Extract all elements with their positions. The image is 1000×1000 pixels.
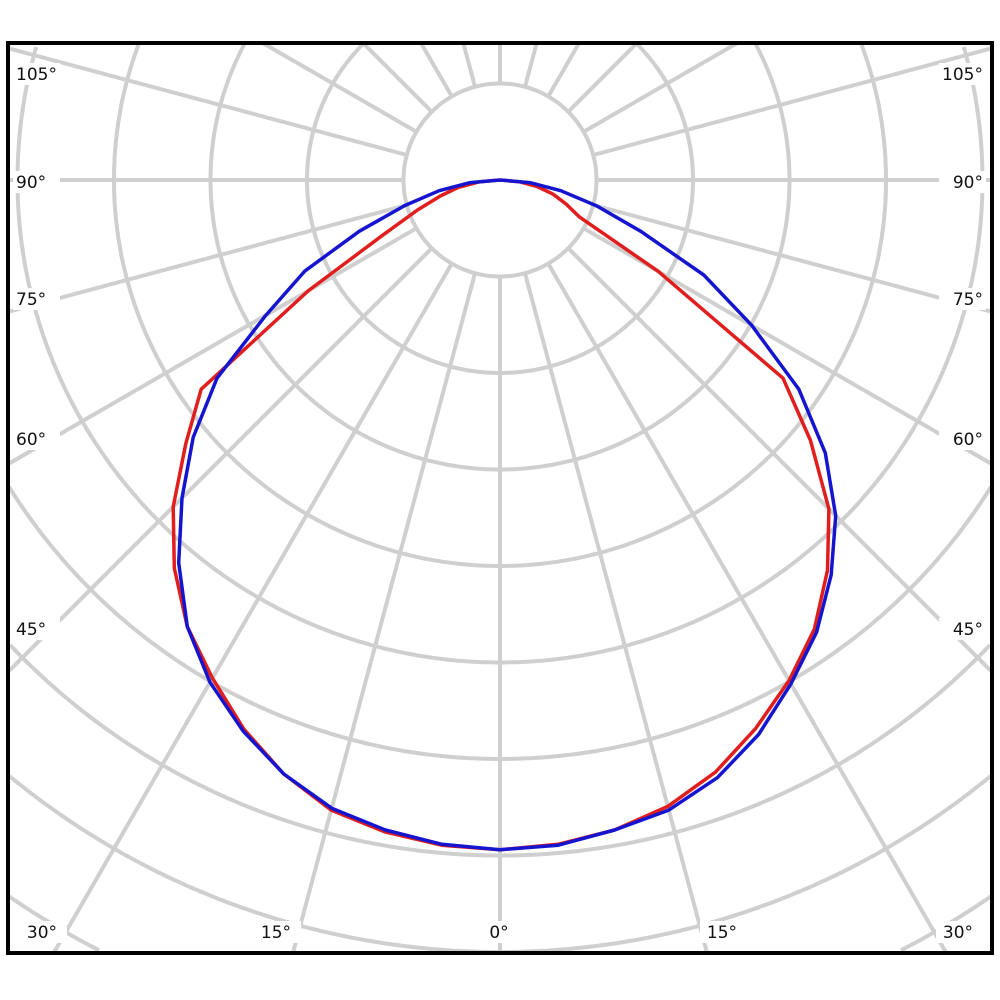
grid-spoke xyxy=(419,43,454,98)
grid-spoke xyxy=(546,262,949,953)
label-bg xyxy=(939,618,986,640)
grid-ring xyxy=(208,43,792,472)
grid-spoke xyxy=(261,43,418,134)
angle-label: 75° xyxy=(953,290,983,310)
angle-label: 45° xyxy=(16,620,46,640)
label-bg xyxy=(13,63,60,85)
grid-spoke xyxy=(582,43,739,134)
grid-ring xyxy=(15,46,985,665)
grid-spoke xyxy=(523,272,710,953)
label-bg xyxy=(13,428,60,450)
label-bg xyxy=(13,171,60,193)
angle-label: 90° xyxy=(953,173,983,193)
grid-spoke xyxy=(51,262,454,953)
grid-spoke xyxy=(8,226,418,466)
label-bg xyxy=(939,171,986,193)
curves xyxy=(171,178,838,852)
series-curve-2 xyxy=(176,178,838,852)
angle-label: 105° xyxy=(942,65,983,85)
angle-label: 15° xyxy=(707,923,737,943)
angle-label: 15° xyxy=(261,923,291,943)
grid-spoke xyxy=(290,272,477,953)
grid-spoke xyxy=(523,43,539,88)
angle-label: 105° xyxy=(16,65,57,85)
label-bg xyxy=(13,288,60,310)
label-bg xyxy=(254,921,301,943)
label-bg xyxy=(13,618,60,640)
grid-spoke xyxy=(592,46,992,157)
grid-spoke xyxy=(8,203,408,314)
label-bg xyxy=(939,288,986,310)
angle-label: 30° xyxy=(27,923,57,943)
angle-label: 60° xyxy=(16,430,46,450)
angle-label: 45° xyxy=(953,620,983,640)
grid-spoke xyxy=(566,246,992,674)
grid-ring xyxy=(305,43,695,375)
angle-label: 90° xyxy=(16,173,46,193)
label-bg xyxy=(939,428,986,450)
grid-spoke xyxy=(546,43,581,98)
grid-spoke xyxy=(461,43,477,88)
label-bg xyxy=(477,921,524,943)
angle-label: 0° xyxy=(489,923,508,943)
grid-ring xyxy=(8,643,992,858)
grid-spoke xyxy=(8,246,434,674)
label-bg xyxy=(20,921,67,943)
grid-spoke xyxy=(592,203,992,314)
angle-label: 30° xyxy=(943,923,973,943)
angle-label: 60° xyxy=(953,430,983,450)
angle-label: 75° xyxy=(16,290,46,310)
grid-spoke xyxy=(566,43,639,114)
grid-ring xyxy=(112,44,888,568)
angle-labels: 105° 105° 90° 90° 75° 75° 60° 60° 45° 45° 30° 15° 0°… xyxy=(13,63,986,943)
plot-frame xyxy=(6,41,994,955)
grid-spoke xyxy=(8,46,408,157)
label-bg xyxy=(939,63,986,85)
label-bg xyxy=(936,921,983,943)
grid-spoke xyxy=(361,43,434,114)
label-bg xyxy=(700,921,747,943)
grid-ring xyxy=(8,774,992,953)
